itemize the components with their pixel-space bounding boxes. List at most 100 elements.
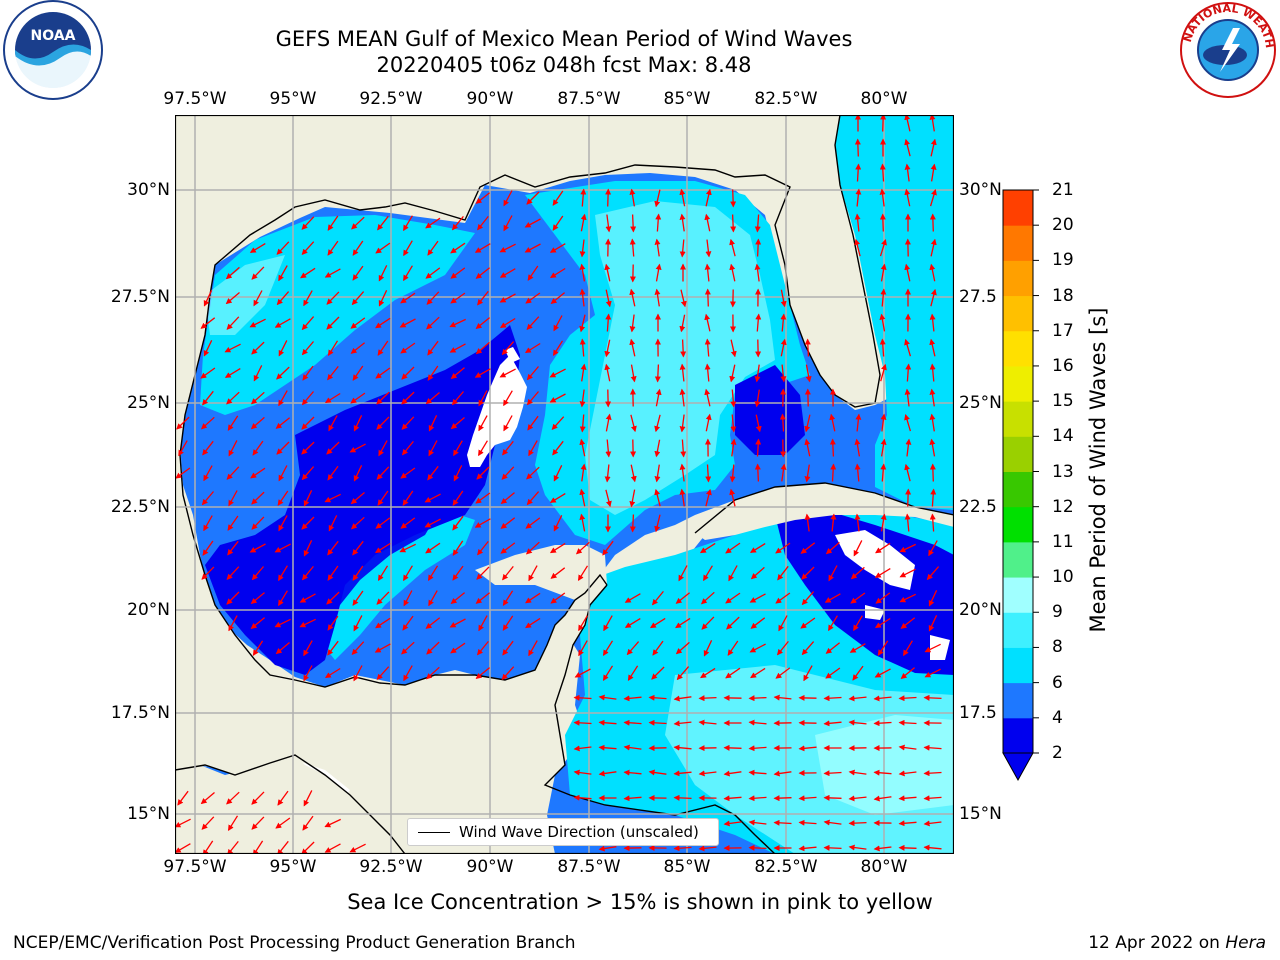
- wind-wave-arrow: [324, 843, 341, 853]
- wind-wave-arrow: [275, 642, 290, 655]
- wind-wave-arrow: [201, 566, 215, 580]
- wind-wave-arrow: [203, 515, 213, 532]
- wind-wave-arrow: [854, 513, 861, 532]
- wind-wave-arrow: [352, 365, 364, 381]
- wind-wave-arrow: [829, 438, 836, 457]
- wind-wave-arrow: [679, 388, 686, 407]
- wind-wave-arrow: [728, 565, 738, 582]
- wind-wave-arrow: [630, 464, 637, 483]
- wind-wave-arrow: [428, 415, 438, 432]
- wind-wave-arrow: [723, 820, 742, 827]
- wind-wave-arrow: [276, 441, 290, 455]
- wind-wave-arrow: [549, 493, 566, 503]
- wind-wave-arrow: [327, 540, 339, 556]
- wind-wave-arrow: [898, 744, 917, 751]
- wind-wave-arrow: [729, 488, 736, 507]
- wind-wave-arrow: [854, 238, 861, 257]
- lon-label-bottom: 90°W: [466, 857, 514, 877]
- wind-wave-arrow: [604, 363, 611, 382]
- wind-wave-arrow: [475, 317, 491, 330]
- wind-wave-arrow: [375, 517, 391, 529]
- wind-wave-arrow: [923, 820, 942, 827]
- wind-wave-arrow: [624, 618, 641, 628]
- wind-wave-arrow: [700, 667, 716, 679]
- wind-wave-arrow: [754, 364, 761, 383]
- lon-label-bottom: 85°W: [663, 857, 711, 877]
- wind-wave-arrow: [904, 513, 911, 532]
- wind-wave-arrow: [452, 540, 464, 556]
- wind-wave-arrow: [880, 115, 887, 132]
- wind-wave-arrow: [526, 491, 540, 506]
- chart-subtitle: 20220405 t06z 048h fcst Max: 8.48: [376, 53, 752, 77]
- wind-wave-arrow: [602, 640, 614, 657]
- wind-wave-arrow: [626, 641, 640, 656]
- wind-wave-arrow: [904, 388, 911, 407]
- wind-wave-arrow: [623, 695, 642, 702]
- wind-wave-arrow: [277, 790, 289, 806]
- wind-wave-arrow: [598, 770, 617, 777]
- wind-wave-arrow: [400, 292, 416, 304]
- wind-wave-arrow: [755, 238, 762, 257]
- legend-label: Wind Wave Direction (unscaled): [459, 823, 699, 841]
- wind-wave-arrow: [552, 215, 564, 231]
- wind-wave-arrow: [301, 441, 315, 455]
- wind-wave-arrow: [823, 794, 842, 801]
- wind-wave-arrow: [301, 216, 315, 230]
- wind-wave-arrow: [855, 413, 862, 432]
- wind-wave-arrow: [730, 189, 737, 208]
- wind-wave-arrow: [880, 413, 887, 432]
- wind-wave-arrow: [578, 615, 588, 632]
- wind-wave-arrow: [629, 514, 636, 533]
- footer-host: Hera: [1225, 933, 1266, 953]
- wind-wave-arrow: [748, 719, 767, 726]
- wind-wave-arrow: [427, 340, 439, 356]
- wind-wave-arrow: [850, 566, 865, 580]
- wind-wave-arrow: [501, 341, 515, 356]
- wind-wave-arrow: [605, 214, 612, 233]
- wind-wave-arrow: [176, 416, 190, 430]
- wind-wave-arrow: [400, 467, 416, 479]
- wind-wave-arrow: [630, 214, 637, 233]
- colorbar: [1002, 189, 1039, 782]
- wind-wave-arrow: [449, 343, 466, 353]
- colorbar-cell: [1003, 577, 1033, 613]
- wind-wave-arrow: [203, 465, 213, 482]
- wind-wave-arrow: [923, 770, 942, 777]
- wind-wave-arrow: [904, 463, 911, 482]
- wind-wave-arrow: [250, 391, 265, 405]
- wind-wave-arrow: [403, 590, 413, 607]
- wind-wave-arrow: [930, 238, 937, 257]
- wind-wave-arrow: [551, 416, 565, 431]
- wind-wave-arrow: [679, 314, 686, 333]
- wind-wave-arrow: [328, 415, 338, 432]
- wind-wave-arrow: [598, 744, 617, 751]
- wind-wave-arrow: [898, 795, 917, 802]
- wind-wave-arrow: [450, 417, 465, 430]
- wind-wave-arrow: [605, 289, 612, 308]
- wind-wave-arrow: [175, 818, 191, 828]
- wind-wave-arrow: [524, 243, 541, 253]
- wind-wave-arrow: [352, 240, 364, 256]
- wind-wave-arrow: [552, 190, 564, 206]
- wind-wave-arrow: [853, 540, 863, 557]
- colorbar-cell: [1003, 190, 1033, 226]
- wind-wave-arrow: [699, 542, 716, 554]
- wind-wave-arrow: [776, 640, 789, 656]
- wind-wave-arrow: [452, 490, 464, 506]
- wind-wave-arrow: [602, 665, 614, 682]
- wind-wave-arrow: [327, 465, 339, 481]
- wind-wave-arrow: [202, 540, 214, 556]
- lat-label-right: 20°N: [959, 600, 1002, 620]
- wind-wave-arrow: [350, 516, 365, 530]
- colorbar-tick-label: 12: [1052, 496, 1074, 517]
- wind-wave-arrow: [303, 640, 313, 657]
- wind-wave-arrow: [226, 566, 240, 581]
- wind-wave-arrow: [676, 666, 690, 681]
- wind-wave-arrow: [679, 363, 686, 382]
- footer-date: 12 Apr 2022 on Hera: [1088, 933, 1266, 953]
- wind-wave-arrow: [730, 339, 737, 358]
- colorbar-tick-label: 8: [1052, 637, 1063, 658]
- wind-wave-arrow: [729, 238, 736, 257]
- wind-wave-arrow: [450, 367, 465, 380]
- wind-wave-arrow: [929, 388, 936, 407]
